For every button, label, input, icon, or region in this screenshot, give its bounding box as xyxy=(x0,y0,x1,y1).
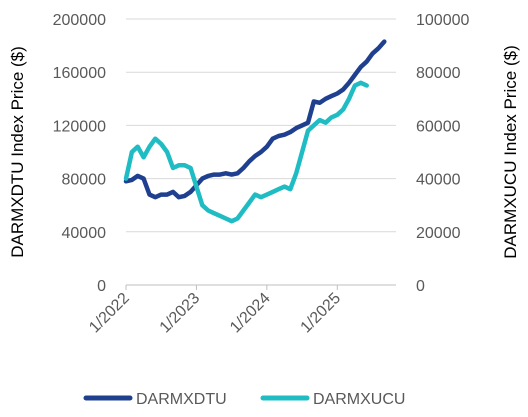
gridlines xyxy=(126,18,396,233)
x-axis-ticks: 1/2022 1/2023 1/2024 1/2025 xyxy=(86,285,344,336)
left-axis-title: DARMXDTU Index Price ($) xyxy=(8,46,27,258)
right-axis-ticks: 0 20000 40000 60000 80000 100000 xyxy=(416,12,469,295)
right-tick-label: 60000 xyxy=(416,118,461,135)
right-tick-label: 20000 xyxy=(416,225,461,242)
legend: DARMXDTU DARMXUCU xyxy=(83,391,405,408)
legend-label: DARMXUCU xyxy=(313,391,405,408)
left-axis-ticks: 0 40000 80000 120000 160000 200000 xyxy=(53,12,106,295)
left-tick-label: 80000 xyxy=(62,172,107,189)
right-tick-label: 80000 xyxy=(416,65,461,82)
series-line-darmxdtu xyxy=(123,39,387,200)
left-tick-label: 0 xyxy=(97,278,106,295)
x-tick-label: 1/2024 xyxy=(227,290,274,337)
series-lines xyxy=(123,39,387,224)
right-tick-label: 40000 xyxy=(416,172,461,189)
right-tick-label: 0 xyxy=(416,278,425,295)
x-tick-label: 1/2023 xyxy=(157,290,204,337)
series-line-darmxucu xyxy=(123,80,369,224)
x-tick-label: 1/2022 xyxy=(86,290,133,337)
x-tick-label: 1/2025 xyxy=(298,290,345,337)
left-tick-label: 40000 xyxy=(62,225,107,242)
left-tick-label: 160000 xyxy=(53,65,106,82)
left-tick-label: 120000 xyxy=(53,118,106,135)
right-tick-label: 100000 xyxy=(416,12,469,29)
left-tick-label: 200000 xyxy=(53,12,106,29)
legend-label: DARMXDTU xyxy=(136,391,227,408)
right-axis-title: DARMXUCU Index Price ($) xyxy=(501,45,520,259)
